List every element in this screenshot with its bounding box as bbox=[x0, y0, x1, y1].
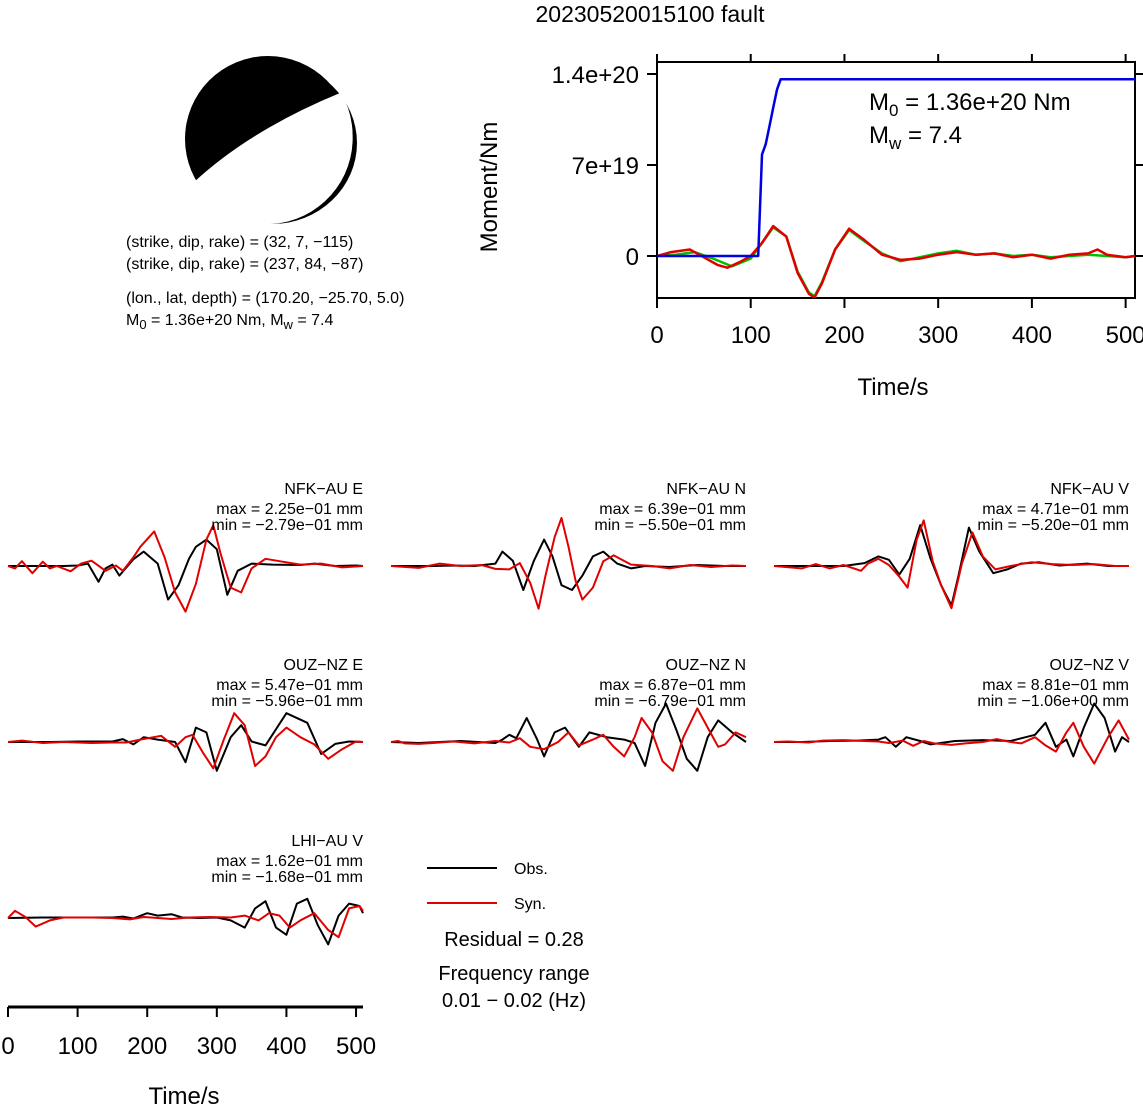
moment-rate-green-line bbox=[657, 226, 1135, 298]
max-label: max = 6.39e−01 mm bbox=[599, 501, 746, 518]
observed-trace bbox=[8, 712, 364, 772]
max-label: max = 6.87e−01 mm bbox=[599, 677, 746, 694]
waveform-xlabel: Time/s bbox=[148, 1083, 219, 1106]
moment-ytick-label: 1.4e+20 bbox=[552, 62, 639, 89]
waveform-xtick-label: 400 bbox=[266, 1033, 306, 1060]
station-label: OUZ−NZ E bbox=[283, 657, 363, 674]
moment-magnitude-line: M0 = 1.36e+20 Nm, Mw = 7.4 bbox=[126, 312, 334, 332]
max-label: max = 4.71e−01 mm bbox=[982, 501, 1129, 518]
moment-mw-label: Mw = 7.4 bbox=[869, 122, 962, 153]
moment-xtick-label: 400 bbox=[1012, 322, 1052, 349]
synthetic-trace bbox=[773, 519, 1129, 610]
min-label: min = −5.50e−01 mm bbox=[594, 517, 746, 534]
max-label: max = 2.25e−01 mm bbox=[216, 501, 363, 518]
moment-plot: Moment/Nm Time/s M0 = 1.36e+20 Nm Mw = 7… bbox=[476, 54, 1143, 401]
legend: Obs. Syn. Residual = 0.28 Frequency rang… bbox=[427, 861, 590, 1012]
moment-ytick-label: 0 bbox=[626, 244, 639, 271]
moment-xtick-label: 500 bbox=[1106, 322, 1143, 349]
legend-obs-label: Obs. bbox=[514, 861, 548, 878]
waveform-xtick-label: 0 bbox=[1, 1033, 14, 1060]
observed-trace bbox=[7, 897, 364, 946]
beachball-white-rim bbox=[299, 92, 353, 213]
moment-xtick-label: 200 bbox=[824, 322, 864, 349]
moment-ylabel: Moment/Nm bbox=[476, 122, 503, 253]
synthetic-trace bbox=[7, 712, 364, 770]
beachball bbox=[185, 56, 357, 225]
max-label: max = 1.62e−01 mm bbox=[216, 853, 363, 870]
residual-label: Residual = 0.28 bbox=[444, 929, 584, 951]
synthetic-trace bbox=[390, 707, 747, 772]
waveform-xtick-label: 100 bbox=[58, 1033, 98, 1060]
waveform-xtick-label: 200 bbox=[127, 1033, 167, 1060]
hypocenter: (lon., lat, depth) = (170.20, −25.70, 5.… bbox=[126, 290, 404, 307]
station-label: OUZ−NZ N bbox=[666, 657, 746, 674]
observed-trace bbox=[774, 702, 1130, 758]
min-label: min = −6.79e−01 mm bbox=[594, 693, 746, 710]
station-label: NFK−AU E bbox=[284, 481, 363, 498]
frequency-range-title: Frequency range bbox=[438, 963, 589, 985]
waveform-xtick-label: 300 bbox=[197, 1033, 237, 1060]
moment-xtick-label: 0 bbox=[650, 322, 663, 349]
min-label: min = −1.06e+00 mm bbox=[977, 693, 1129, 710]
min-label: min = −5.20e−01 mm bbox=[977, 517, 1129, 534]
synthetic-trace bbox=[7, 905, 364, 939]
synthetic-trace bbox=[773, 719, 1130, 765]
max-label: max = 5.47e−01 mm bbox=[216, 677, 363, 694]
moment-cumulative-line bbox=[657, 77, 1135, 258]
figure-title: 20230520015100 fault bbox=[536, 1, 766, 27]
moment-m0-label: M0 = 1.36e+20 Nm bbox=[869, 89, 1071, 120]
station-label: OUZ−NZ V bbox=[1049, 657, 1129, 674]
moment-xlabel: Time/s bbox=[857, 374, 928, 401]
frequency-range-value: 0.01 − 0.02 (Hz) bbox=[442, 990, 586, 1012]
source-parameters: (strike, dip, rake) = (32, 7, −115) (str… bbox=[126, 234, 404, 332]
moment-rate-red-line bbox=[657, 224, 1135, 298]
synthetic-trace bbox=[390, 517, 747, 610]
station-label: NFK−AU V bbox=[1050, 481, 1129, 498]
min-label: min = −2.79e−01 mm bbox=[211, 517, 363, 534]
moment-xtick-label: 300 bbox=[918, 322, 958, 349]
observed-trace bbox=[390, 702, 747, 772]
station-label: LHI−AU V bbox=[291, 833, 363, 850]
observed-trace bbox=[8, 538, 364, 601]
nodal-plane-1: (strike, dip, rake) = (32, 7, −115) bbox=[126, 234, 353, 251]
moment-xtick-label: 100 bbox=[731, 322, 771, 349]
min-label: min = −1.68e−01 mm bbox=[211, 869, 363, 886]
max-label: max = 8.81e−01 mm bbox=[982, 677, 1129, 694]
moment-plot-frame bbox=[656, 61, 1136, 299]
min-label: min = −5.96e−01 mm bbox=[211, 693, 363, 710]
beachball-white-quadrant bbox=[193, 93, 353, 225]
synthetic-trace bbox=[7, 524, 364, 613]
legend-syn-label: Syn. bbox=[514, 896, 546, 913]
station-label: NFK−AU N bbox=[666, 481, 746, 498]
moment-ytick-label: 7e+19 bbox=[572, 153, 639, 180]
waveform-x-axis: Time/s 0 100 200 300 400 500 bbox=[1, 1005, 376, 1106]
nodal-plane-2: (strike, dip, rake) = (237, 84, −87) bbox=[126, 256, 363, 273]
waveform-xtick-label: 500 bbox=[336, 1033, 376, 1060]
